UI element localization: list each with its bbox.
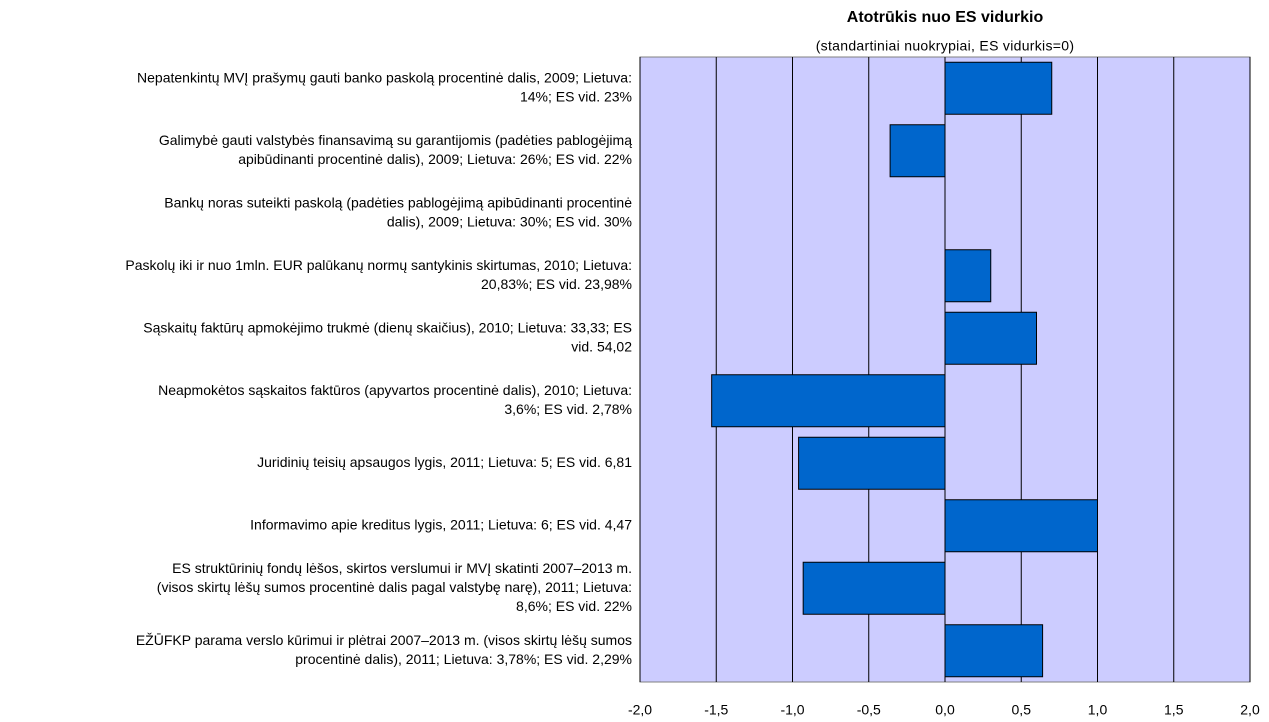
x-tick-label: 1,0 bbox=[1088, 702, 1108, 718]
y-tick-label: vid. 54,02 bbox=[571, 338, 632, 354]
chart-subtitle: (standartiniai nuokrypiai, ES vidurkis=0… bbox=[816, 38, 1075, 54]
y-tick-label: Galimybė gauti valstybės finansavimą su … bbox=[159, 132, 632, 148]
y-tick-label: Sąskaitų faktūrų apmokėjimo trukmė (dien… bbox=[143, 319, 632, 335]
x-tick-label: -1,5 bbox=[704, 702, 728, 718]
y-tick-label: Informavimo apie kreditus lygis, 2011; L… bbox=[250, 516, 632, 532]
y-tick-label: 14%; ES vid. 23% bbox=[520, 88, 632, 104]
bar bbox=[944, 624, 1044, 678]
bar bbox=[944, 249, 992, 303]
bar bbox=[802, 561, 946, 615]
x-tick-label: 2,0 bbox=[1240, 702, 1260, 718]
y-tick-label: 20,83%; ES vid. 23,98% bbox=[481, 276, 632, 292]
bar bbox=[711, 374, 946, 428]
bar bbox=[944, 311, 1037, 365]
x-tick-label: -1,0 bbox=[780, 702, 804, 718]
y-tick-label: Neapmokėtos sąskaitos faktūros (apyvarto… bbox=[158, 382, 632, 398]
y-tick-label: (visos skirtų lėšų sumos procentinė dali… bbox=[157, 579, 632, 595]
y-tick-label: apibūdinanti procentinė dalis), 2009; Li… bbox=[238, 151, 632, 167]
y-tick-label: dalis), 2009; Lietuva: 30%; ES vid. 30% bbox=[387, 213, 632, 229]
bar bbox=[944, 61, 1053, 115]
chart-title: Atotrūkis nuo ES vidurkio bbox=[847, 9, 1044, 26]
y-tick-label: 3,6%; ES vid. 2,78% bbox=[504, 401, 632, 417]
x-tick-label: 1,5 bbox=[1164, 702, 1184, 718]
y-tick-label: Paskolų iki ir nuo 1mln. EUR palūkanų no… bbox=[125, 257, 632, 273]
bar bbox=[944, 499, 1098, 553]
y-tick-label: ES struktūrinių fondų lėšos, skirtos ver… bbox=[172, 560, 632, 576]
x-tick-label: -2,0 bbox=[628, 702, 652, 718]
y-tick-label: Nepatenkintų MVĮ prašymų gauti banko pas… bbox=[137, 69, 632, 85]
y-tick-label: EŽŪFKP parama verslo kūrimui ir plėtrai … bbox=[136, 632, 632, 648]
bar bbox=[798, 436, 946, 490]
x-tick-label: -0,5 bbox=[857, 702, 881, 718]
bar bbox=[889, 124, 946, 178]
x-tick-label: 0,5 bbox=[1012, 702, 1032, 718]
y-tick-label: procentinė dalis), 2011; Lietuva: 3,78%;… bbox=[295, 651, 632, 667]
x-tick-label: 0,0 bbox=[935, 702, 955, 718]
y-tick-label: Bankų noras suteikti paskolą (padėties p… bbox=[164, 194, 632, 210]
y-tick-label: Juridinių teisių apsaugos lygis, 2011; L… bbox=[257, 454, 632, 470]
y-tick-label: 8,6%; ES vid. 22% bbox=[516, 598, 632, 614]
